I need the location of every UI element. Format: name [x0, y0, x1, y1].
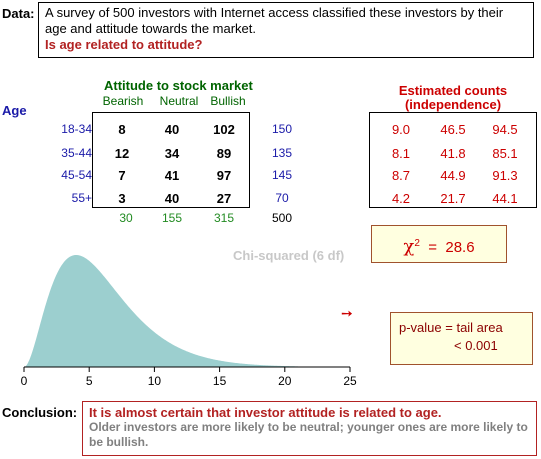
row-header-age: Age [2, 103, 27, 118]
conclusion-line2: Older investors are more likely to be ne… [89, 420, 528, 449]
observed-cell: 89 [216, 146, 232, 161]
age-label-2: 35-44 [61, 146, 92, 160]
chi-equals: = [428, 239, 438, 256]
estimated-table-box [369, 112, 537, 208]
x-tick-label: 5 [85, 374, 93, 388]
p-value-line1: p-value = tail area [399, 320, 503, 335]
data-description: A survey of 500 investors with Internet … [45, 5, 504, 36]
observed-table-box [92, 112, 250, 208]
observed-cell: 41 [164, 168, 180, 183]
estimated-cell: 46.5 [440, 122, 466, 137]
row-total: 145 [271, 168, 293, 182]
age-label-1: 18-34 [61, 122, 92, 136]
observed-cell: 3 [118, 191, 126, 206]
estimated-title: Estimated counts (independence) [378, 84, 528, 112]
estimated-title-line1: Estimated counts [398, 83, 508, 98]
conclusion-line1: It is almost certain that investor attit… [89, 405, 442, 420]
estimated-cell: 94.5 [492, 122, 518, 137]
age-label-3: 45-54 [61, 168, 92, 182]
estimated-cell: 8.7 [391, 168, 411, 183]
observed-cell: 40 [164, 122, 180, 137]
data-question: Is age related to attitude? [45, 37, 203, 52]
arrow-icon: ➙ [341, 305, 353, 321]
x-tick-label: 10 [147, 374, 162, 388]
conclusion-box: It is almost certain that investor attit… [82, 401, 537, 456]
x-tick-label: 25 [343, 374, 357, 388]
column-total: 315 [213, 211, 235, 225]
observed-cell: 27 [216, 191, 232, 206]
row-total: 70 [275, 191, 289, 205]
estimated-cell: 85.1 [492, 146, 518, 161]
density-curve-area [24, 255, 298, 367]
estimated-cell: 8.1 [391, 146, 411, 161]
observed-cell: 12 [114, 146, 130, 161]
x-tick-label: 15 [212, 374, 227, 388]
estimated-cell: 41.8 [440, 146, 466, 161]
chi-squared-chart [23, 255, 351, 372]
grand-total: 500 [271, 211, 293, 225]
data-label: Data: [2, 6, 35, 21]
column-total: 155 [161, 211, 183, 225]
chart-title: Chi-squared (6 df) [233, 248, 345, 263]
observed-cell: 34 [164, 146, 180, 161]
estimated-cell: 4.2 [391, 191, 411, 206]
observed-cell: 97 [216, 168, 232, 183]
data-description-box: A survey of 500 investors with Internet … [38, 2, 534, 58]
observed-cell: 7 [118, 168, 126, 183]
chi-superscript: 2 [414, 238, 420, 249]
observed-cell: 8 [118, 122, 126, 137]
col-head-bearish: Bearish [102, 94, 144, 108]
estimated-title-line2: (independence) [404, 97, 502, 112]
chi-value: 28.6 [445, 239, 475, 256]
estimated-cell: 9.0 [391, 122, 411, 137]
column-total: 30 [119, 211, 133, 225]
estimated-cell: 21.7 [440, 191, 466, 206]
observed-cell: 102 [213, 122, 235, 137]
row-total: 150 [271, 122, 293, 136]
chi-squared-box: χ2 = 28.6 [371, 225, 507, 263]
col-head-neutral: Neutral [159, 94, 199, 108]
estimated-cell: 91.3 [492, 168, 518, 183]
chi-symbol: χ [403, 236, 415, 257]
conclusion-label: Conclusion: [2, 405, 78, 420]
estimated-cell: 44.1 [492, 191, 518, 206]
p-value-box: p-value = tail area < 0.001 [390, 312, 533, 365]
table-title: Attitude to stock market [104, 78, 253, 93]
age-label-4: 55+ [71, 191, 92, 205]
p-value-line2: < 0.001 [454, 338, 498, 353]
x-tick-label: 20 [278, 374, 292, 388]
col-head-bullish: Bullish [210, 94, 246, 108]
row-total: 135 [271, 146, 293, 160]
x-axis-ticks [23, 367, 351, 372]
x-tick-label: 0 [20, 374, 28, 388]
observed-cell: 40 [164, 191, 180, 206]
estimated-cell: 44.9 [440, 168, 466, 183]
